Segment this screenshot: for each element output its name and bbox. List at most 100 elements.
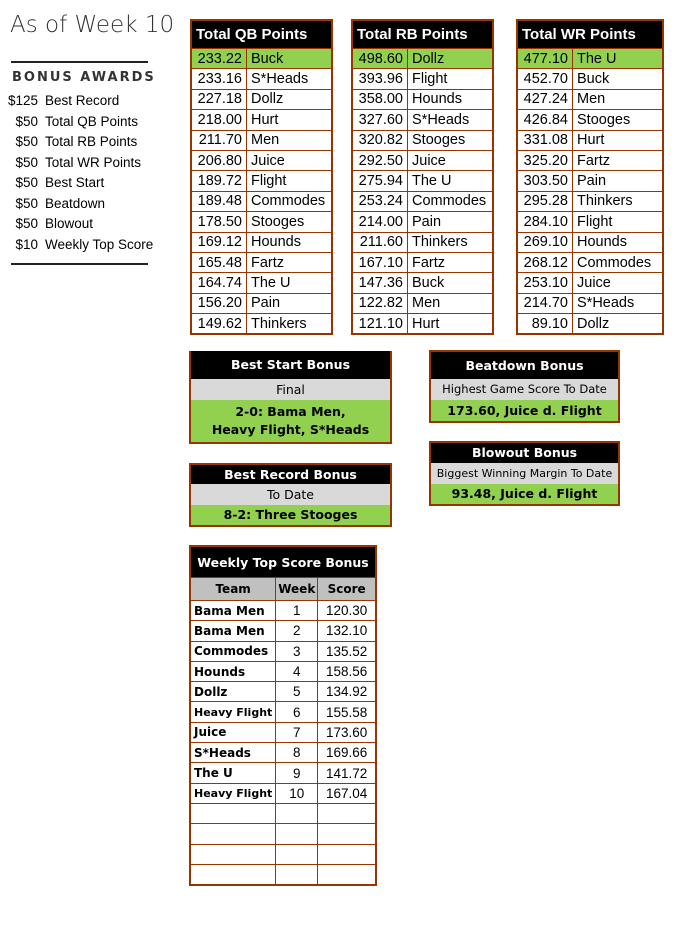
table-row: 211.60 Thinkers (351, 231, 494, 253)
team-name: Men (572, 88, 664, 111)
table-row: 165.48 Fartz (190, 251, 333, 274)
points-value: 189.72 (190, 170, 247, 192)
table-row: Heavy Flight 6 155.58 (189, 701, 377, 723)
column-header: Week (275, 577, 319, 601)
team-name: Commodes (189, 640, 277, 662)
team-name: Thinkers (572, 190, 664, 213)
award-item: $50 Best Start (0, 173, 104, 194)
points-value: 331.08 (516, 129, 573, 151)
points-value: 325.20 (516, 149, 573, 172)
table-row: 269.10 Hounds (516, 231, 664, 253)
points-value: 233.16 (190, 68, 247, 90)
team-name: Commodes (246, 190, 333, 213)
week-number: 8 (275, 742, 319, 764)
award-item: $50 Beatdown (0, 194, 105, 215)
week-number: 10 (275, 782, 319, 804)
table-title: Total QB Points (191, 20, 332, 49)
empty-row (189, 802, 377, 825)
points-value: 165.48 (190, 251, 247, 274)
table-row: 393.96 Flight (351, 68, 494, 90)
table-title: Total RB Points (352, 20, 493, 49)
table-row: 275.94 The U (351, 170, 494, 192)
week-number: 2 (275, 620, 319, 642)
award-item: $50 Total WR Points (0, 153, 141, 174)
points-value: 268.12 (516, 251, 573, 274)
table-row: Dollz 5 134.92 (189, 681, 377, 703)
box-title: Best Start Bonus (191, 351, 390, 379)
team-name: Pain (246, 292, 333, 315)
table-row: 178.50 Stooges (190, 211, 333, 233)
team-name: Juice (189, 721, 277, 744)
table-row: 331.08 Hurt (516, 129, 664, 151)
award-item: $10 Weekly Top Score (0, 235, 153, 256)
table-row: 156.20 Pain (190, 292, 333, 315)
box-value: 8-2: Three Stooges (191, 505, 390, 525)
award-label: Weekly Top Score (45, 236, 154, 252)
table-row: 89.10 Dollz (516, 313, 664, 335)
team-name: Flight (407, 68, 494, 90)
bonus-awards-heading: BONUS AWARDS (12, 70, 156, 85)
team-name: Pain (572, 170, 664, 192)
week-number: 9 (275, 762, 319, 784)
points-value: 227.18 (190, 88, 247, 111)
table-title: Weekly Top Score Bonus (190, 546, 376, 578)
points-value: 211.70 (190, 129, 247, 151)
qb-points-table: Total QB Points 233.22 Buck 233.16 S*Heads 22… (190, 19, 333, 336)
points-value: 122.82 (351, 292, 408, 315)
team-name: Fartz (572, 149, 664, 172)
team-name: Bama Men (189, 599, 277, 622)
team-name: Heavy Flight (189, 782, 277, 804)
team-name: Hounds (572, 231, 664, 253)
points-value: 169.12 (190, 231, 247, 253)
table-row: 214.00 Pain (351, 211, 494, 233)
table-row: 167.10 Fartz (351, 251, 494, 274)
award-item: $50 Blowout (0, 214, 93, 235)
team-name: Juice (572, 272, 664, 294)
points-value: 452.70 (516, 68, 573, 90)
award-amount: $125 (7, 93, 38, 108)
team-name: Hurt (246, 109, 333, 131)
team-name: The U (246, 272, 333, 294)
award-label: Best Start (45, 175, 105, 190)
team-name: Hounds (246, 231, 333, 253)
table-row: 295.28 Thinkers (516, 190, 664, 213)
table-row: 253.10 Juice (516, 272, 664, 294)
award-label: Best Record (45, 93, 120, 108)
award-amount: $50 (15, 154, 38, 170)
table-row: 211.70 Men (190, 129, 333, 151)
points-value: 164.74 (190, 272, 247, 294)
points-value: 477.10 (516, 47, 573, 70)
team-name: Men (246, 129, 333, 151)
table-row: 214.70 S*Heads (516, 292, 664, 315)
box-value: 173.60, Juice d. Flight (431, 400, 618, 421)
score-value: 173.60 (317, 721, 377, 744)
score-value: 134.92 (317, 681, 377, 703)
points-value: 149.62 (190, 313, 247, 335)
team-name: The U (407, 170, 494, 192)
team-name: Flight (572, 211, 664, 233)
points-value: 393.96 (351, 68, 408, 90)
team-name: S*Heads (246, 68, 333, 90)
award-item: $50 Total RB Points (0, 132, 137, 153)
team-name: Flight (246, 170, 333, 192)
box-title: Best Record Bonus (191, 465, 390, 484)
points-value: 275.94 (351, 170, 408, 192)
box-subtitle: To Date (191, 484, 390, 505)
points-value: 156.20 (190, 292, 247, 315)
table-row: 427.24 Men (516, 88, 664, 111)
points-value: 295.28 (516, 190, 573, 213)
table-row: 227.18 Dollz (190, 88, 333, 111)
empty-row (189, 863, 377, 886)
team-name: Stooges (407, 129, 494, 151)
points-value: 147.36 (351, 272, 408, 294)
team-name: Bama Men (189, 620, 277, 642)
beatdown-bonus: Beatdown Bonus Highest Game Score To Dat… (429, 350, 620, 423)
award-label: Total RB Points (45, 134, 138, 149)
table-row: S*Heads 8 169.66 (189, 742, 377, 764)
week-number: 4 (275, 660, 319, 683)
week-number: 3 (275, 640, 319, 662)
team-name: Heavy Flight (189, 701, 277, 723)
points-value: 426.84 (516, 109, 573, 131)
points-value: 253.10 (516, 272, 573, 294)
team-name: The U (572, 47, 664, 70)
